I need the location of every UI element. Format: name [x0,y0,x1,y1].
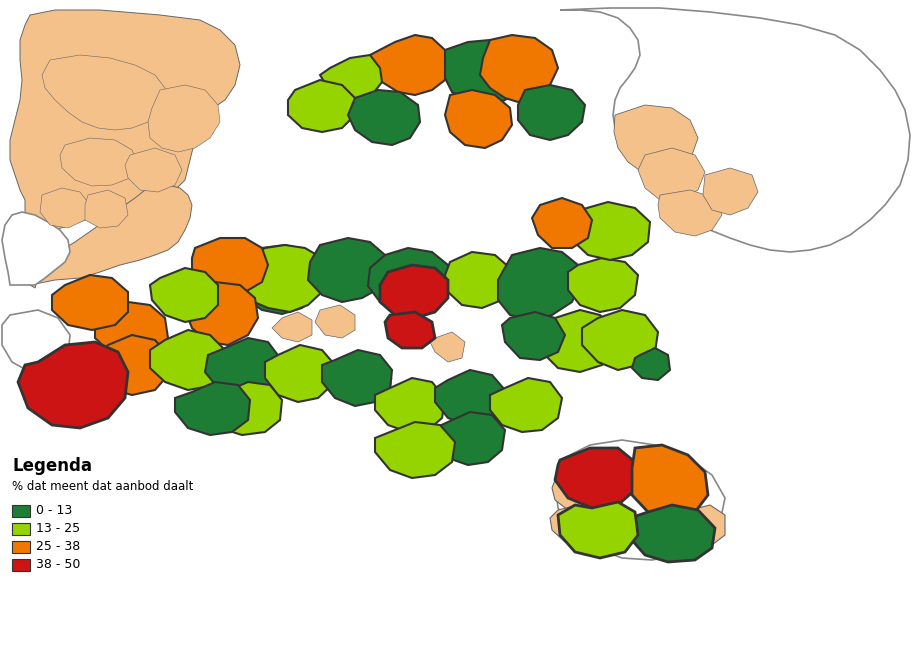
Polygon shape [632,445,708,518]
Polygon shape [288,80,355,132]
Polygon shape [435,370,505,425]
Polygon shape [2,212,70,285]
Text: 13 - 25: 13 - 25 [36,523,80,536]
Polygon shape [498,248,580,320]
Polygon shape [572,202,650,260]
Polygon shape [60,138,138,186]
Polygon shape [322,350,392,406]
Polygon shape [265,345,335,402]
Polygon shape [518,85,585,140]
Polygon shape [560,8,910,252]
Text: 25 - 38: 25 - 38 [36,541,80,554]
Polygon shape [703,168,758,215]
Polygon shape [630,505,715,562]
Polygon shape [502,312,565,360]
Polygon shape [30,185,192,288]
Polygon shape [380,265,448,318]
Bar [12,559,30,571]
Polygon shape [368,248,450,310]
Polygon shape [445,40,528,105]
Polygon shape [148,85,220,152]
Text: 38 - 50: 38 - 50 [36,558,80,571]
Polygon shape [18,342,128,428]
Polygon shape [85,190,128,228]
Polygon shape [95,335,168,395]
Polygon shape [205,338,280,396]
Polygon shape [242,245,328,312]
Polygon shape [385,312,435,348]
Polygon shape [540,310,615,372]
Polygon shape [445,252,512,308]
Polygon shape [558,502,638,558]
Polygon shape [435,412,505,465]
Polygon shape [638,148,705,200]
Polygon shape [568,258,638,312]
Polygon shape [355,368,392,398]
Polygon shape [42,55,168,130]
Bar [12,505,30,517]
Polygon shape [658,190,722,236]
Polygon shape [480,35,558,102]
Polygon shape [10,10,240,285]
Polygon shape [272,312,312,342]
Polygon shape [192,238,268,295]
Polygon shape [490,378,562,432]
Polygon shape [40,188,90,228]
Text: Legenda: Legenda [12,457,92,475]
Bar [12,541,30,553]
Polygon shape [320,55,382,100]
Polygon shape [614,105,698,175]
Polygon shape [185,282,258,345]
Polygon shape [550,505,598,542]
Polygon shape [682,505,725,545]
Polygon shape [532,198,592,248]
Polygon shape [375,422,455,478]
Polygon shape [150,330,225,390]
Polygon shape [315,305,355,338]
Polygon shape [370,35,450,95]
Polygon shape [555,440,725,560]
Polygon shape [208,382,282,435]
Polygon shape [632,348,670,380]
Polygon shape [52,275,128,330]
Text: 0 - 13: 0 - 13 [36,504,73,517]
Polygon shape [582,310,658,370]
Polygon shape [95,302,168,358]
Polygon shape [375,378,445,432]
Polygon shape [150,268,218,322]
Polygon shape [430,332,465,362]
Polygon shape [308,238,388,302]
Polygon shape [125,148,182,192]
Polygon shape [238,245,325,314]
Polygon shape [445,90,512,148]
Polygon shape [2,310,70,372]
Polygon shape [555,448,635,508]
Polygon shape [175,382,250,435]
Polygon shape [552,470,600,510]
Polygon shape [348,90,420,145]
Bar [12,523,30,535]
Text: % dat meent dat aanbod daalt: % dat meent dat aanbod daalt [12,480,193,493]
